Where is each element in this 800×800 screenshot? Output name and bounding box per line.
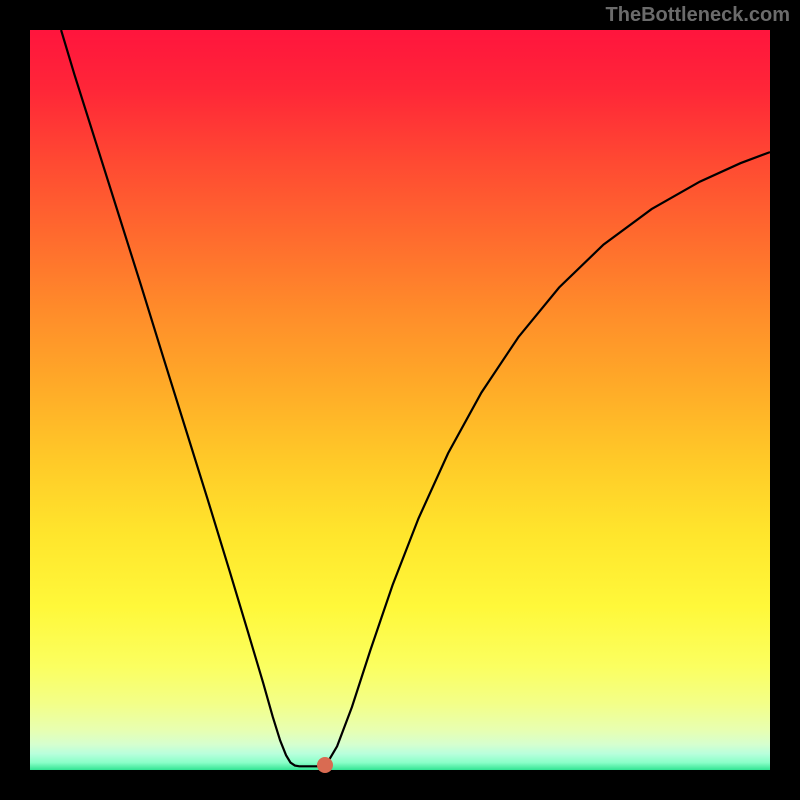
optimum-marker xyxy=(317,757,333,773)
watermark-text: TheBottleneck.com xyxy=(606,4,790,27)
chart-frame: TheBottleneck.com xyxy=(0,0,800,800)
bottleneck-curve xyxy=(61,30,770,766)
plot-area xyxy=(30,30,770,770)
curve-svg xyxy=(30,30,770,770)
